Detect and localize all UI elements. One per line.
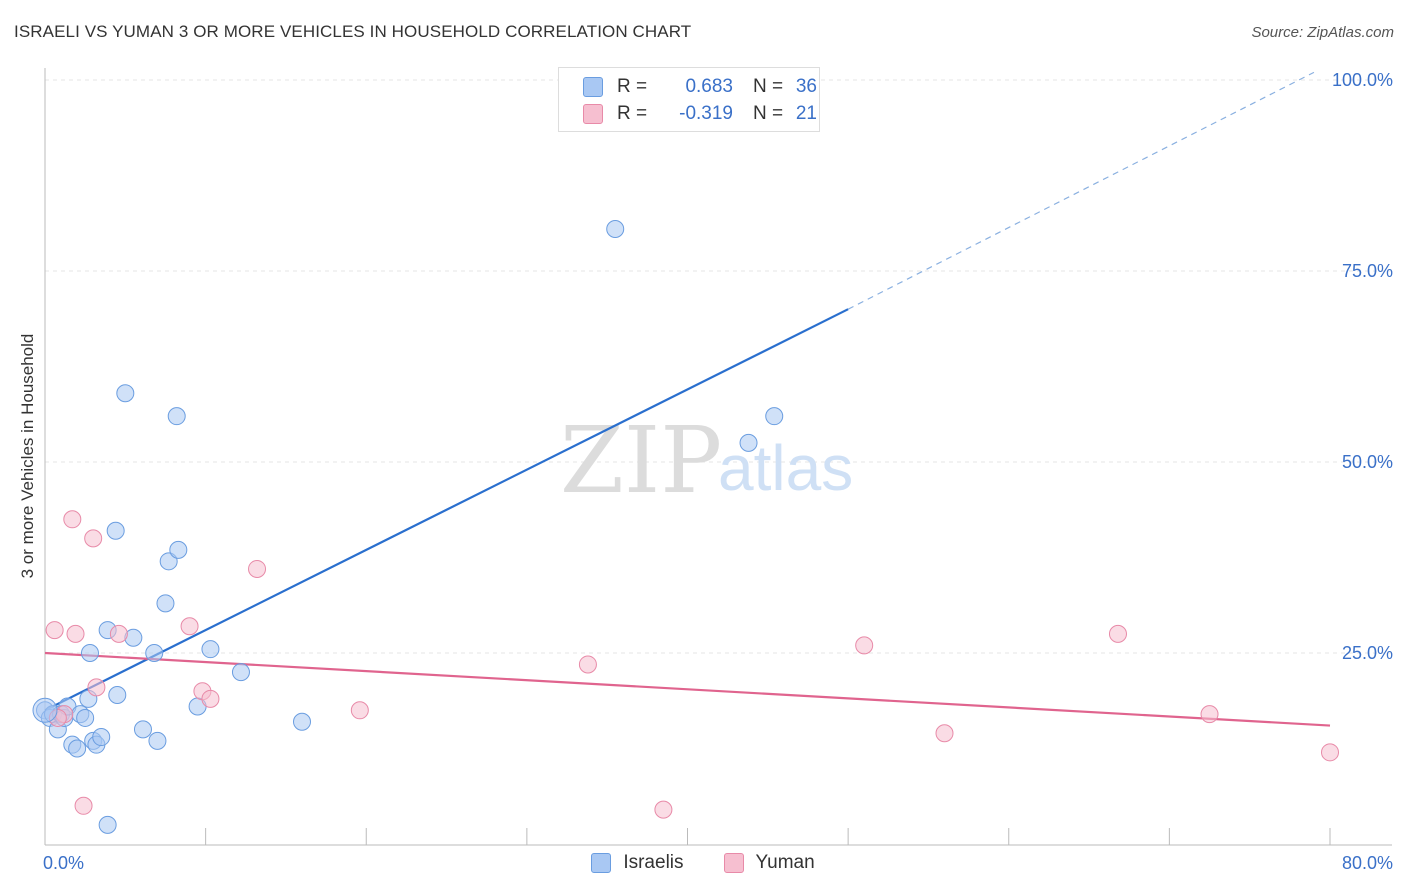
correlation-legend: R = 0.683 N = 36 R = -0.319 N = 21 [558,67,820,132]
point-israelis [68,739,87,758]
point-israelis [145,644,164,662]
point-israelis [606,219,625,238]
point-yuman [1200,705,1219,724]
point-israelis [116,384,135,403]
tick-labels: 25.0% 50.0% 75.0% 100.0% 0.0% 80.0% [43,70,1393,873]
y-tick-label: 75.0% [1342,261,1393,281]
legend-swatch-israelis [583,77,603,97]
series-legend-yuman: Yuman [723,852,815,874]
series-legend-israelis: Israelis [591,852,684,874]
legend-n-value: 21 [795,103,817,124]
point-israelis [92,728,111,747]
point-israelis [80,644,99,662]
point-yuman [87,678,106,697]
trend-extension-israelis [847,71,1315,310]
y-tick-label: 100.0% [1332,70,1393,90]
point-yuman [935,724,954,743]
series-swatch-israelis [591,853,612,873]
point-yuman [180,617,199,636]
point-yuman [63,510,82,529]
legend-n-label: N = [753,76,784,97]
legend-n-value: 36 [795,76,817,97]
point-israelis [739,433,758,452]
point-israelis [76,708,95,727]
point-israelis [765,407,784,426]
series-label-yuman: Yuman [755,852,815,873]
legend-row-israelis: R = 0.683 N = 36 [583,75,817,99]
trend-line-yuman [44,651,1331,727]
legend-swatch-yuman [583,104,603,124]
legend-r-value: 0.683 [685,76,733,97]
point-israelis [167,407,186,426]
point-yuman [350,701,369,720]
point-israelis [106,521,125,540]
point-israelis [201,640,220,659]
point-yuman [74,796,93,815]
point-israelis [159,552,178,571]
point-israelis [148,731,167,750]
trend-line-israelis [44,308,849,712]
y-tick-label: 25.0% [1342,643,1393,663]
y-axis-label: 3 or more Vehicles in Household [18,334,37,579]
point-israelis [108,686,127,705]
x-tick-label: 0.0% [43,853,84,873]
point-israelis [32,697,58,723]
source-label: Source: ZipAtlas.com [1251,24,1394,41]
x-tick-label: 80.0% [1342,853,1393,873]
series-swatch-yuman [723,853,744,873]
y-tick-label: 50.0% [1342,452,1393,472]
point-israelis [293,712,311,731]
point-yuman [84,529,103,548]
watermark-zip: ZIP [560,407,722,514]
series-label-israelis: Israelis [623,852,684,873]
point-yuman [855,636,874,655]
data-points [32,219,1339,834]
point-israelis [156,594,175,613]
legend-row-yuman: R = -0.319 N = 21 [583,102,817,126]
legend-r-value: -0.319 [679,103,733,124]
chart-title: ISRAELI VS YUMAN 3 OR MORE VEHICLES IN H… [14,22,692,41]
gridlines [45,79,1392,654]
watermark: ZIP atlas [560,407,853,514]
series-legend: Israelis Yuman [0,852,1406,874]
point-yuman [45,621,64,640]
legend-r-label: R = [617,103,648,124]
point-yuman [1321,743,1339,762]
point-israelis [133,720,152,739]
point-yuman [654,800,673,819]
point-yuman [66,624,85,643]
point-israelis [231,663,250,682]
trend-lines [44,71,1331,727]
point-israelis [98,815,117,834]
point-israelis [169,540,188,559]
point-yuman [201,689,220,708]
point-yuman [109,624,128,643]
legend-r-label: R = [617,76,648,97]
point-yuman [248,559,267,578]
legend-n-label: N = [753,103,784,124]
point-yuman [578,655,597,674]
point-yuman [1108,624,1127,643]
watermark-atlas: atlas [718,432,853,504]
